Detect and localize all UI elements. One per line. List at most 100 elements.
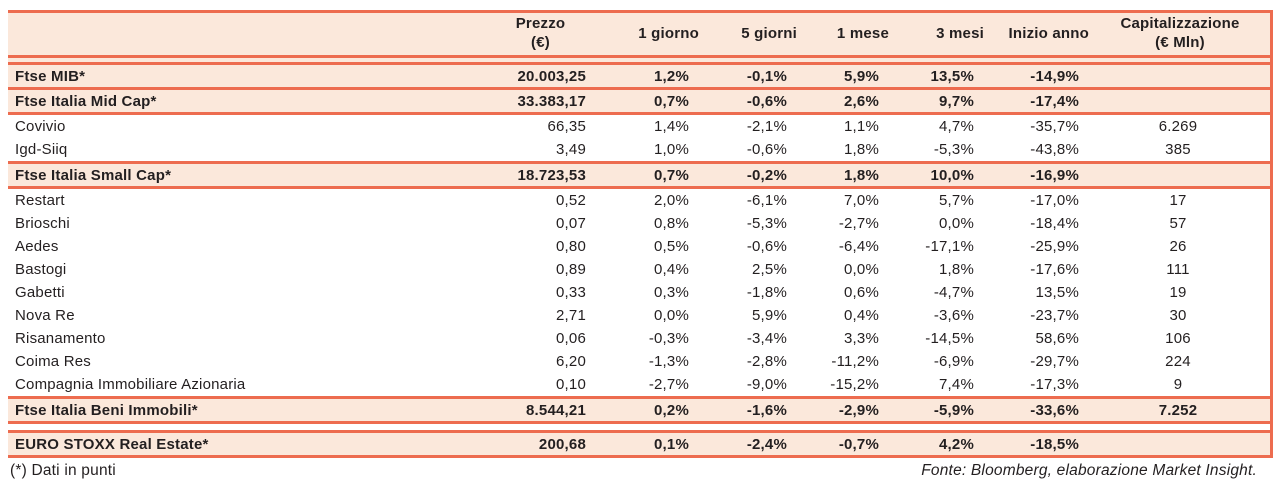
row-inizio-anno: 58,6% [1035, 330, 1079, 347]
row-divider [8, 161, 1273, 164]
row-3-mesi: -5,9% [933, 401, 974, 419]
table-top-border [8, 10, 1273, 13]
row-1-giorno: -2,7% [648, 376, 689, 393]
header-prezzo: Prezzo (€) [486, 13, 601, 55]
row-prezzo: 20.003,25 [517, 67, 586, 85]
table-bottom-border [8, 455, 1273, 458]
row-inizio-anno: -17,3% [1030, 376, 1079, 393]
table-header-row: Prezzo (€) 1 giorno 5 giorni 1 mese 3 me… [8, 13, 1273, 55]
row-divider [8, 112, 1273, 115]
row-capitalizzazione: 57 [1169, 215, 1187, 232]
row-1-giorno: 1,2% [654, 67, 689, 85]
row-5-giorni: -0,6% [746, 141, 787, 158]
row-inizio-anno: -29,7% [1030, 353, 1079, 370]
table-row: Brioschi 0,07 0,8% -5,3% -2,7% 0,0% -18,… [8, 212, 1273, 235]
row-5-giorni: -3,4% [746, 330, 787, 347]
row-1-giorno: 0,8% [654, 215, 689, 232]
header-inizio-anno: Inizio anno [1008, 24, 1089, 42]
table-footnotes: (*) Dati in punti Fonte: Bloomberg, elab… [8, 458, 1273, 480]
header-5-giorni: 5 giorni [741, 24, 797, 42]
row-name: Aedes [15, 238, 59, 255]
row-name: Restart [15, 192, 65, 209]
header-prezzo-line1: Prezzo [515, 15, 566, 33]
table-row: Covivio 66,35 1,4% -2,1% 1,1% 4,7% -35,7… [8, 115, 1273, 138]
row-1-giorno: 0,2% [654, 401, 689, 419]
table-row: Bastogi 0,89 0,4% 2,5% 0,0% 1,8% -17,6% … [8, 258, 1273, 281]
row-divider [8, 186, 1273, 189]
row-3-mesi: 1,8% [939, 261, 974, 278]
row-name: Compagnia Immobiliare Azionaria [15, 376, 246, 393]
row-inizio-anno: -35,7% [1030, 118, 1079, 135]
table-row: EURO STOXX Real Estate* 200,68 0,1% -2,4… [8, 433, 1273, 455]
row-5-giorni: -1,6% [746, 401, 787, 419]
row-1-mese: -2,7% [838, 215, 879, 232]
row-1-mese: 7,0% [844, 192, 879, 209]
table-row: Ftse MIB* 20.003,25 1,2% -0,1% 5,9% 13,5… [8, 65, 1273, 87]
header-prezzo-line2: (€) [531, 34, 550, 51]
row-3-mesi: -14,5% [925, 330, 974, 347]
row-5-giorni: -2,1% [746, 118, 787, 135]
row-capitalizzazione: 26 [1169, 238, 1187, 255]
row-3-mesi: 10,0% [930, 166, 974, 184]
row-1-giorno: 1,0% [654, 141, 689, 158]
row-1-giorno: 2,0% [654, 192, 689, 209]
row-capitalizzazione: 19 [1169, 284, 1187, 301]
row-inizio-anno: -17,0% [1030, 192, 1079, 209]
row-divider [8, 421, 1273, 424]
row-5-giorni: 2,5% [752, 261, 787, 278]
divider-gap [8, 58, 1273, 62]
row-name: Risanamento [15, 330, 106, 347]
row-name: Ftse Italia Mid Cap* [15, 92, 157, 110]
row-3-mesi: 9,7% [939, 92, 974, 110]
row-5-giorni: -6,1% [746, 192, 787, 209]
row-1-mese: 2,6% [844, 92, 879, 110]
row-prezzo: 6,20 [556, 353, 586, 370]
row-inizio-anno: -17,6% [1030, 261, 1079, 278]
row-capitalizzazione: 17 [1169, 192, 1187, 209]
row-5-giorni: -2,8% [746, 353, 787, 370]
header-capitalizzazione-line2: (€ Mln) [1155, 34, 1205, 51]
row-name: Covivio [15, 118, 66, 135]
row-1-giorno: 0,7% [654, 166, 689, 184]
row-prezzo: 200,68 [538, 435, 586, 453]
row-name: Ftse MIB* [15, 67, 86, 85]
row-name: Igd-Siiq [15, 141, 68, 158]
row-prezzo: 0,06 [556, 330, 586, 347]
row-1-mese: -11,2% [831, 353, 879, 370]
header-3-mesi: 3 mesi [936, 24, 984, 42]
row-5-giorni: -0,1% [746, 67, 787, 85]
row-name: Ftse Italia Small Cap* [15, 166, 172, 184]
row-1-mese: -15,2% [830, 376, 879, 393]
row-1-mese: -2,9% [838, 401, 879, 419]
row-1-giorno: 1,4% [654, 118, 689, 135]
row-inizio-anno: -17,4% [1030, 92, 1079, 110]
row-1-giorno: 0,3% [654, 284, 689, 301]
table-row: Restart 0,52 2,0% -6,1% 7,0% 5,7% -17,0%… [8, 189, 1273, 212]
row-1-mese: 1,8% [844, 166, 879, 184]
row-3-mesi: -5,3% [933, 141, 974, 158]
row-capitalizzazione: 224 [1165, 353, 1191, 370]
row-prezzo: 0,07 [556, 215, 586, 232]
table-row: Ftse Italia Mid Cap* 33.383,17 0,7% -0,6… [8, 90, 1273, 112]
row-capitalizzazione: 30 [1169, 307, 1187, 324]
row-name: EURO STOXX Real Estate* [15, 435, 209, 453]
row-3-mesi: -6,9% [933, 353, 974, 370]
table-row: Coima Res 6,20 -1,3% -2,8% -11,2% -6,9% … [8, 350, 1273, 373]
row-1-giorno: 0,1% [654, 435, 689, 453]
header-capitalizzazione: Capitalizzazione (€ Mln) [1093, 13, 1273, 55]
row-1-giorno: -0,3% [648, 330, 689, 347]
table-row: Ftse Italia Beni Immobili* 8.544,21 0,2%… [8, 399, 1273, 421]
row-1-mese: 5,9% [844, 67, 879, 85]
row-3-mesi: -4,7% [933, 284, 974, 301]
row-1-giorno: 0,4% [654, 261, 689, 278]
row-1-mese: 1,1% [844, 118, 879, 135]
row-3-mesi: 13,5% [930, 67, 974, 85]
row-inizio-anno: -18,5% [1030, 435, 1079, 453]
row-capitalizzazione: 9 [1173, 376, 1183, 393]
table-row: Compagnia Immobiliare Azionaria 0,10 -2,… [8, 373, 1273, 396]
header-name [8, 13, 486, 55]
row-prezzo: 0,89 [556, 261, 586, 278]
header-capitalizzazione-line1: Capitalizzazione [1120, 15, 1240, 33]
row-inizio-anno: -33,6% [1030, 401, 1079, 419]
